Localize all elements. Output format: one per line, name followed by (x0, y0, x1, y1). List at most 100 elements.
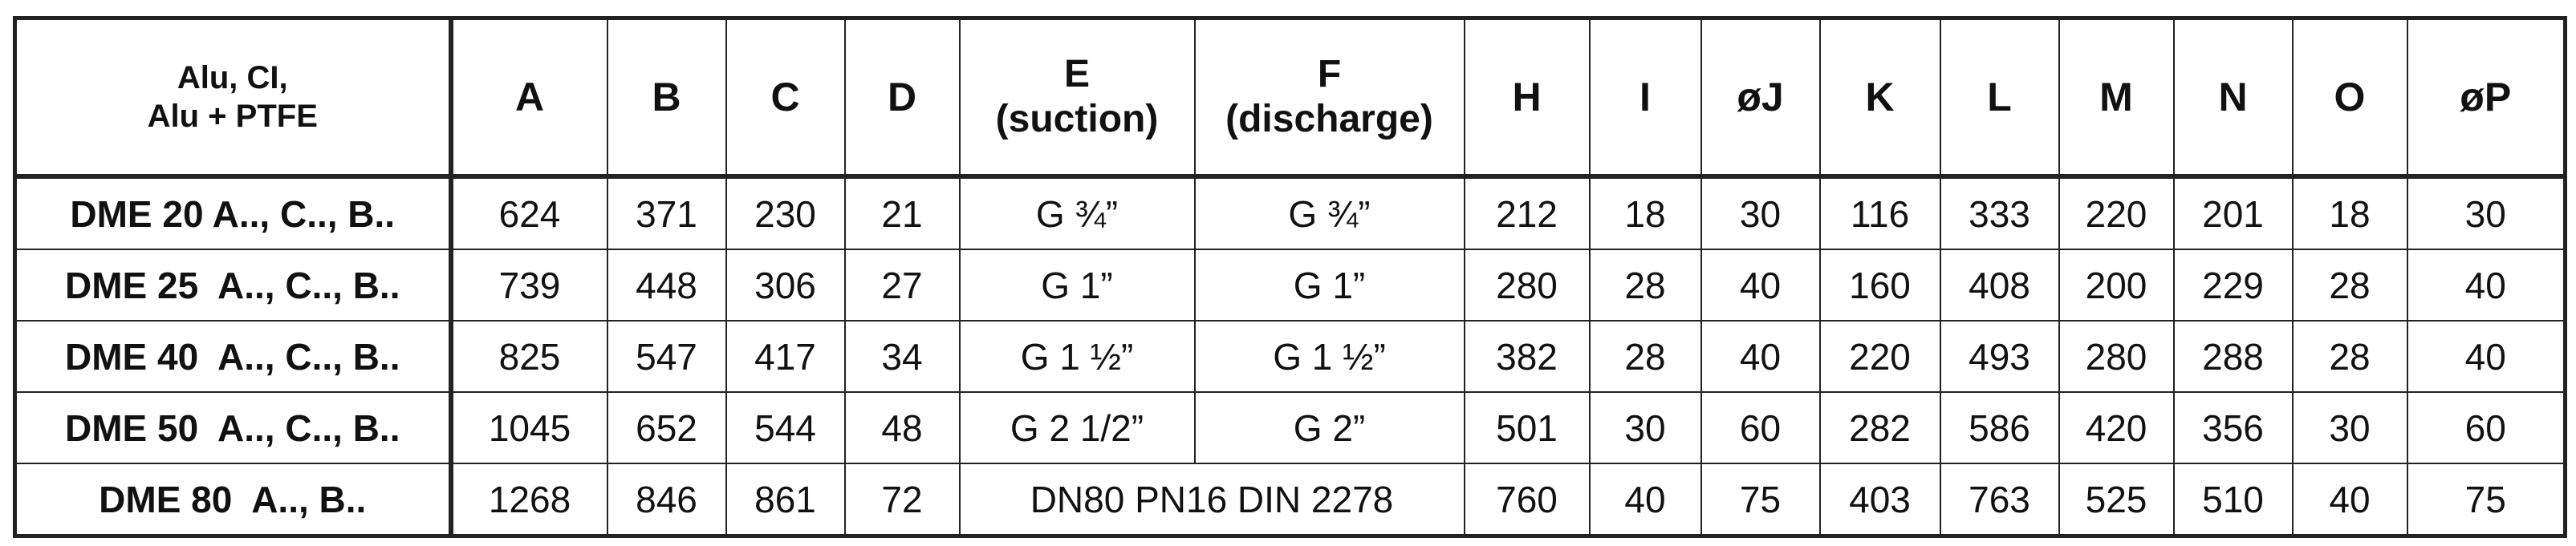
table-cell: 21 (843, 176, 961, 250)
header-cell: H (1463, 17, 1591, 179)
table-cell: 75 (1700, 463, 1821, 537)
header-cell: øP (2406, 17, 2566, 179)
table-cell: G ¾” (1193, 176, 1465, 250)
table-cell: 382 (1463, 320, 1591, 393)
table-cell: 27 (843, 249, 961, 322)
table-cell: 282 (1818, 391, 1941, 464)
table-cell: 825 (449, 320, 608, 393)
table-row: DME 20 A.., C.., B.. 624 371 230 21 G ¾” G ¾” 2… (14, 176, 2566, 250)
table-cell: 40 (1700, 320, 1821, 393)
table-cell: 420 (2058, 391, 2175, 464)
table-cell: G 1” (958, 249, 1196, 322)
table-row: DME 40 A.., C.., B.. 825 547 417 34 G 1 ½” G 1… (14, 320, 2566, 393)
table-cell: 333 (1939, 176, 2060, 250)
table-cell: 30 (2406, 176, 2566, 250)
table-cell: 40 (2406, 249, 2566, 322)
header-cell: M (2058, 17, 2175, 179)
table-cell: 763 (1939, 463, 2060, 537)
table-cell: 60 (2406, 391, 2566, 464)
table-cell: 371 (606, 176, 727, 250)
table-cell: 306 (725, 249, 846, 322)
table-cell: 230 (725, 176, 846, 250)
table-cell: 1268 (449, 463, 608, 537)
table-cell: 280 (1463, 249, 1591, 322)
table-cell: 220 (2058, 176, 2175, 250)
table-cell: G 1 ½” (1193, 320, 1465, 393)
table-cell: 624 (449, 176, 608, 250)
table-cell: G 2 1/2” (958, 391, 1196, 464)
table-cell: G 1” (1193, 249, 1465, 322)
table-cell: 160 (1818, 249, 1941, 322)
table-cell: 40 (1588, 463, 1702, 537)
table-cell: 547 (606, 320, 727, 393)
table-cell: 28 (2291, 249, 2408, 322)
header-cell: E (suction) (958, 17, 1196, 179)
table-cell: 116 (1818, 176, 1941, 250)
table-cell: 30 (1700, 176, 1821, 250)
table-cell: G 2” (1193, 391, 1465, 464)
table-cell: 417 (725, 320, 846, 393)
header-cell: F (discharge) (1193, 17, 1465, 179)
header-cell: L (1939, 17, 2060, 179)
table-cell: 18 (1588, 176, 1702, 250)
header-cell: B (606, 17, 727, 179)
header-cell: K (1818, 17, 1941, 179)
header-cell: Alu, CI, Alu + PTFE (14, 17, 453, 179)
table-cell: G 1 ½” (958, 320, 1196, 393)
table-cell: 356 (2172, 391, 2294, 464)
table-cell: 1045 (449, 391, 608, 464)
table-cell: 493 (1939, 320, 2060, 393)
row-label: DME 25 A.., C.., B.. (14, 249, 453, 322)
table-cell: 28 (1588, 249, 1702, 322)
dimension-table: Alu, CI, Alu + PTFE A B C D E (suction) F (dis… (13, 16, 2567, 538)
table-cell: 200 (2058, 249, 2175, 322)
table-cell: 34 (843, 320, 961, 393)
table-cell: 652 (606, 391, 727, 464)
table-row: DME 25 A.., C.., B.. 739 448 306 27 G 1” G 1” 2… (14, 249, 2566, 322)
header-cell: øJ (1700, 17, 1821, 179)
header-cell: O (2291, 17, 2408, 179)
table-cell: 201 (2172, 176, 2294, 250)
table-cell: 739 (449, 249, 608, 322)
table-body: DME 20 A.., C.., B.. 624 371 230 21 G ¾” G ¾” 2… (14, 176, 2566, 537)
header-cell: C (725, 17, 846, 179)
table-cell: 229 (2172, 249, 2294, 322)
table-cell: 510 (2172, 463, 2294, 537)
table-cell: 280 (2058, 320, 2175, 393)
table-row: DME 50 A.., C.., B.. 1045 652 544 48 G 2 1/2”… (14, 391, 2566, 464)
row-label: DME 80 A.., B.. (14, 463, 453, 537)
table-cell: 403 (1818, 463, 1941, 537)
table-cell: 760 (1463, 463, 1591, 537)
header-cell: I (1588, 17, 1702, 179)
table-cell: DN80 PN16 DIN 2278 (958, 463, 1465, 537)
table-row: DME 80 A.., B.. 1268 846 861 72 DN80 PN16 DIN… (14, 463, 2566, 537)
table-cell: 448 (606, 249, 727, 322)
header-cell: N (2172, 17, 2294, 179)
row-label: DME 20 A.., C.., B.. (14, 176, 453, 250)
table-cell: 525 (2058, 463, 2175, 537)
table-cell: 861 (725, 463, 846, 537)
table-cell: 40 (2291, 463, 2408, 537)
table-cell: 846 (606, 463, 727, 537)
table-cell: 40 (2406, 320, 2566, 393)
table-cell: 212 (1463, 176, 1591, 250)
table-cell: 48 (843, 391, 961, 464)
table-cell: 220 (1818, 320, 1941, 393)
table-cell: 18 (2291, 176, 2408, 250)
header-row: Alu, CI, Alu + PTFE A B C D E (suction) F (dis… (14, 17, 2566, 179)
table-cell: 586 (1939, 391, 2060, 464)
table-cell: 30 (1588, 391, 1702, 464)
table-cell: 30 (2291, 391, 2408, 464)
table-cell: 288 (2172, 320, 2294, 393)
table-cell: 28 (1588, 320, 1702, 393)
header-cell: A (449, 17, 608, 179)
table-cell: 544 (725, 391, 846, 464)
row-label: DME 40 A.., C.., B.. (14, 320, 453, 393)
table-cell: 28 (2291, 320, 2408, 393)
header-cell: D (843, 17, 961, 179)
table-cell: 60 (1700, 391, 1821, 464)
table-cell: 75 (2406, 463, 2566, 537)
table-cell: 408 (1939, 249, 2060, 322)
table-cell: G ¾” (958, 176, 1196, 250)
